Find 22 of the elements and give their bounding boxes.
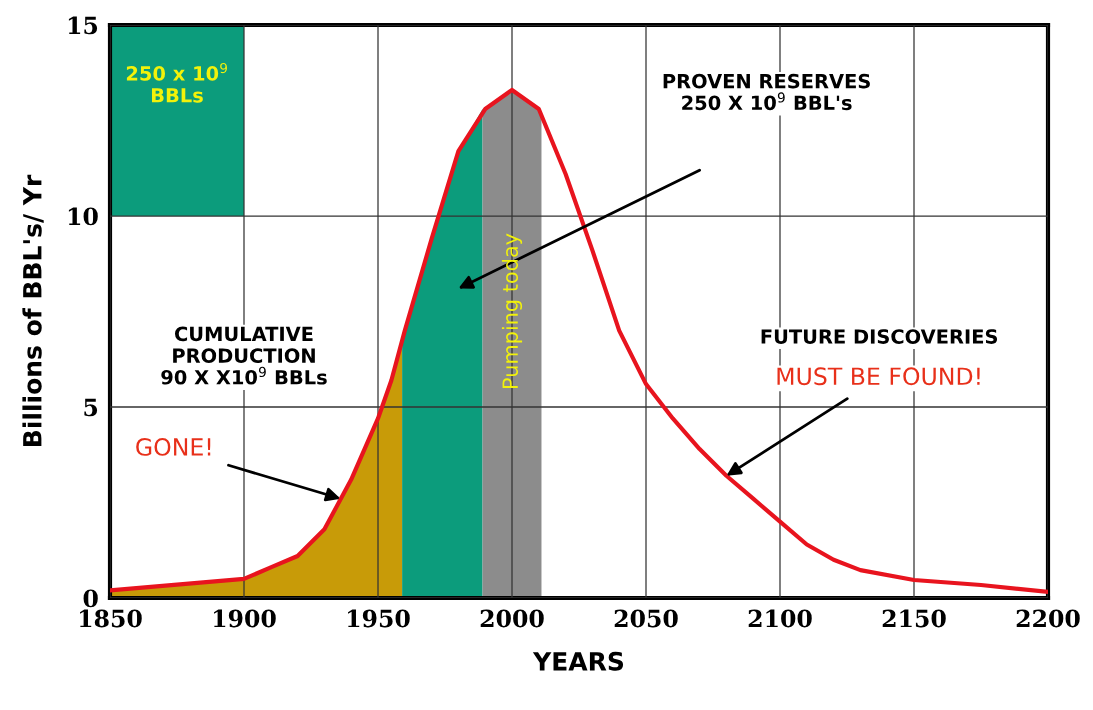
- x-tick-label: 2150: [882, 609, 946, 628]
- x-tick-label: 2200: [1016, 609, 1080, 628]
- x-tick-label: 2000: [480, 609, 544, 628]
- x-tick-label: 1950: [348, 609, 410, 628]
- annotation: FUTURE DISCOVERIES: [761, 329, 998, 344]
- y-axis-title: Billions of BBL's/ Yr: [22, 174, 44, 446]
- line-series: [110, 87, 1048, 594]
- x-tick-label: 2050: [614, 609, 678, 628]
- y-tick-label: 10: [68, 207, 98, 226]
- annotation: CUMULATIVE PRODUCTION 90 X X10$^{9}$ BBLs: [161, 326, 327, 385]
- annotation: Pumping today: [501, 233, 523, 388]
- y-tick-label: 5: [84, 398, 98, 417]
- annotation: MUST BE FOUND!: [777, 367, 980, 386]
- y-tick-label: 15: [68, 16, 98, 35]
- x-axis-title: YEARS: [532, 651, 624, 671]
- x-tick-label: 1900: [214, 609, 276, 628]
- x-tick-label: 2100: [748, 609, 812, 628]
- annotation: GONE!: [136, 438, 211, 456]
- annotation: PROVEN RESERVES 250 X 10$^{9}$ BBL's: [663, 73, 870, 111]
- text: 250 x 10$^{9}$ BBLs: [126, 62, 227, 103]
- y-tick-label: 0: [83, 589, 98, 608]
- x-tick-label: 1850: [80, 609, 142, 628]
